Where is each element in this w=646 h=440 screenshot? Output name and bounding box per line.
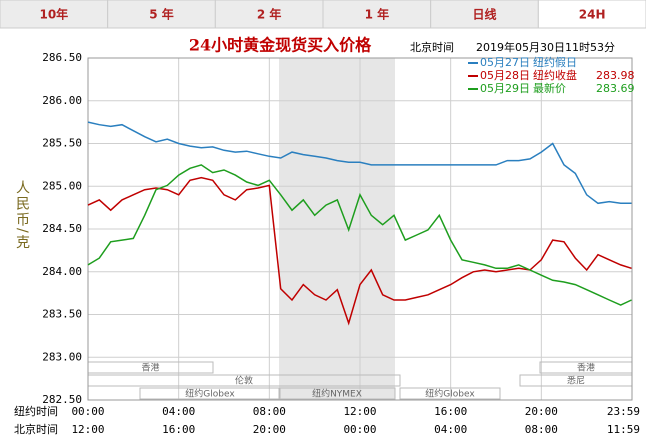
y-axis-label: 人民币/克 — [14, 180, 30, 251]
x-tick-label: 20:00 — [525, 405, 558, 418]
session-label: 纽约Globex — [425, 388, 475, 400]
tab[interactable] — [430, 0, 539, 29]
chart-title: 24小时黄金现货买入价格 — [189, 36, 372, 55]
session-bar — [139, 387, 281, 400]
x-tick-label: 23:59 — [607, 405, 640, 418]
session-label: 纽约Globex — [185, 388, 235, 400]
tab-label[interactable]: 2 年 — [257, 7, 282, 22]
legend-name: 05月28日 — [480, 69, 530, 82]
y-tick-label: 283.50 — [42, 308, 82, 321]
legend-price: 283.69 — [596, 82, 635, 95]
session-label: 香港 — [141, 362, 159, 374]
y-tick-label: 284.50 — [42, 222, 82, 235]
series-line — [87, 176, 632, 326]
session-label: 悉尼 — [567, 375, 585, 387]
x-tick-label: 04:00 — [162, 405, 195, 418]
y-tick-label: 284.00 — [42, 265, 82, 278]
x-tick-label: 00:00 — [71, 405, 104, 418]
session-bar — [278, 387, 396, 400]
y-tick-label: 285.00 — [42, 179, 82, 192]
x-tick-label: 08:00 — [253, 405, 286, 418]
timestamp: 2019年05月30日11时53分 — [476, 40, 615, 54]
tab[interactable] — [322, 0, 432, 29]
tab-label[interactable]: 10年 — [39, 7, 68, 22]
tab-label[interactable]: 日线 — [472, 7, 496, 22]
x-axis-label: 北京时间 — [14, 422, 58, 436]
x-tick-label-beijing: 08:00 — [525, 423, 558, 436]
session-bar — [399, 387, 501, 400]
legend-price: 283.98 — [596, 69, 635, 82]
y-tick-label: 285.50 — [42, 137, 82, 150]
tab[interactable] — [214, 0, 324, 29]
plot-frame — [87, 57, 633, 401]
tab[interactable] — [537, 0, 646, 29]
series-line — [87, 121, 632, 205]
tab-label[interactable]: 24H — [579, 8, 606, 22]
x-tick-label-beijing: 04:00 — [434, 423, 467, 436]
legend-note: 纽约收盘 — [533, 68, 577, 82]
y-tick-label: 283.00 — [42, 350, 82, 363]
tab[interactable] — [107, 0, 216, 29]
y-tick-label: 282.50 — [42, 393, 82, 406]
y-tick-label: 286.50 — [42, 51, 82, 64]
x-tick-label-beijing: 12:00 — [71, 423, 104, 436]
legend-name: 05月27日 — [480, 56, 530, 69]
x-tick-label-beijing: 11:59 — [607, 423, 640, 436]
legend-note: 纽约假日 — [533, 55, 577, 69]
timestamp-label: 北京时间 — [410, 40, 454, 54]
tab-label[interactable]: 1 年 — [365, 7, 390, 22]
x-axis-label: 纽约时间 — [14, 404, 58, 418]
x-tick-label: 16:00 — [434, 405, 467, 418]
legend-name: 05月29日 — [480, 82, 530, 95]
session-label: 香港 — [577, 362, 595, 374]
session-label: 伦敦 — [235, 375, 253, 387]
x-tick-label-beijing: 16:00 — [162, 423, 195, 436]
legend-note: 最新价 — [533, 81, 566, 95]
series-line — [87, 164, 632, 306]
x-tick-label: 12:00 — [343, 405, 376, 418]
x-tick-label-beijing: 00:00 — [343, 423, 376, 436]
session-label: 纽约NYMEX — [312, 388, 362, 400]
tab-label[interactable]: 5 年 — [149, 7, 174, 22]
x-tick-label-beijing: 20:00 — [253, 423, 286, 436]
tab[interactable] — [0, 0, 109, 29]
y-tick-label: 286.00 — [42, 94, 82, 107]
